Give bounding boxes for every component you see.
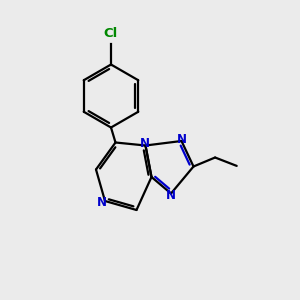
Text: N: N	[177, 133, 187, 146]
Text: N: N	[166, 189, 176, 203]
Text: Cl: Cl	[104, 27, 118, 40]
Text: N: N	[96, 196, 106, 209]
Text: N: N	[140, 137, 150, 150]
